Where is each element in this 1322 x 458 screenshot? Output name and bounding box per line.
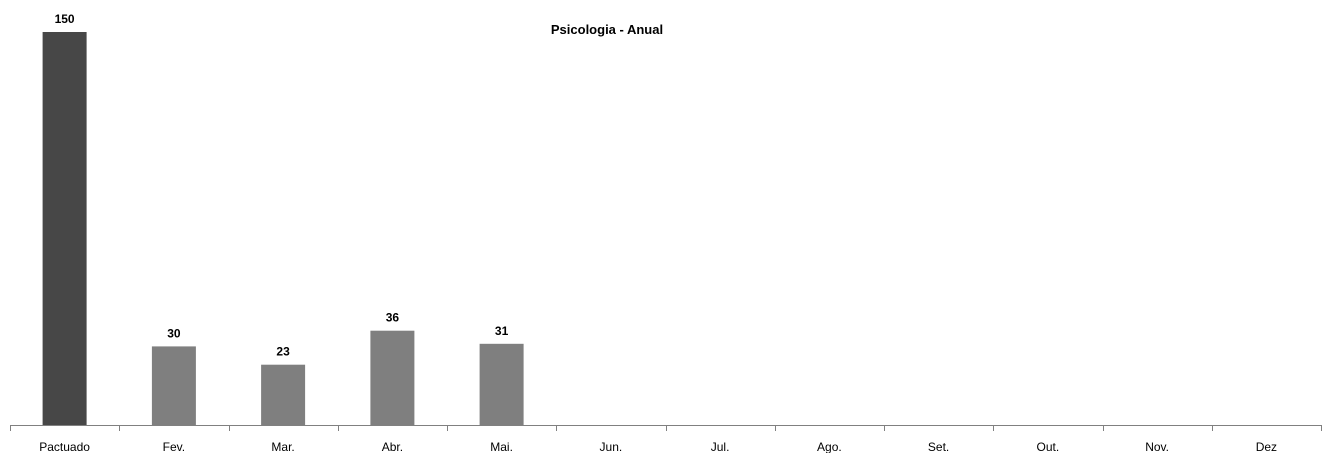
bar-mai [479, 343, 524, 425]
value-label: 30 [167, 326, 181, 340]
value-label: 31 [495, 324, 509, 338]
x-axis: Pactuado Fev. Mar. Abr. Mai. Jun. Jul. Ago. Set.… [10, 425, 1322, 454]
x-tick-label: Mai. [490, 440, 513, 453]
x-tick-label: Mar. [271, 440, 294, 453]
bar-fev [151, 346, 196, 425]
x-tick-label: Jul. [711, 440, 730, 453]
bars-layer [42, 32, 524, 425]
x-tick-label: Out. [1037, 440, 1060, 453]
x-tick-label: Ago. [817, 440, 842, 453]
value-label: 150 [55, 12, 75, 26]
x-tick-label: Jun. [600, 440, 623, 453]
bar-pactuado [42, 32, 87, 425]
x-tick-label: Nov. [1145, 440, 1169, 453]
bar-mar [261, 364, 306, 425]
chart-title: Psicologia - Anual [551, 22, 663, 37]
x-tick-label: Pactuado [39, 440, 90, 453]
x-tick-label: Dez [1256, 440, 1277, 453]
x-tick-label: Abr. [382, 440, 403, 453]
value-labels-layer: 150 30 23 36 31 [55, 12, 509, 359]
bar-abr [370, 330, 415, 425]
x-tick-label: Set. [928, 440, 949, 453]
value-label: 23 [276, 345, 290, 359]
x-tick-label: Fev. [163, 440, 185, 453]
value-label: 36 [386, 311, 400, 325]
